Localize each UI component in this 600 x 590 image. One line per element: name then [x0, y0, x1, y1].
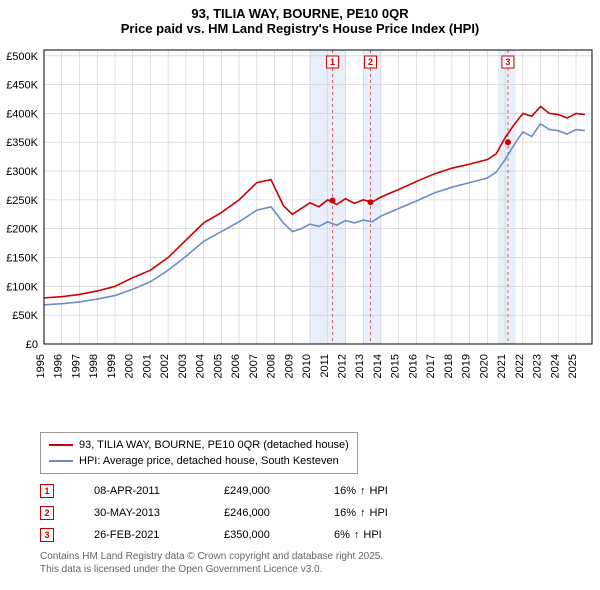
attribution-line1: Contains HM Land Registry data © Crown c… — [40, 550, 590, 563]
svg-text:1999: 1999 — [106, 354, 118, 378]
svg-text:2010: 2010 — [301, 354, 313, 378]
svg-text:2009: 2009 — [283, 354, 295, 378]
sale-price: £350,000 — [224, 529, 294, 541]
svg-text:2023: 2023 — [532, 354, 544, 378]
sale-delta-label: HPI — [370, 485, 388, 497]
sale-date: 30-MAY-2013 — [94, 507, 184, 519]
svg-text:2000: 2000 — [124, 354, 136, 378]
svg-text:£200K: £200K — [6, 224, 38, 236]
svg-text:2012: 2012 — [336, 354, 348, 378]
svg-text:2016: 2016 — [407, 354, 419, 378]
svg-text:2017: 2017 — [425, 354, 437, 378]
legend-swatch — [49, 460, 73, 462]
sale-row: 2 30-MAY-2013 £246,000 16% ↑ HPI — [40, 502, 388, 524]
svg-text:£400K: £400K — [6, 108, 38, 120]
svg-text:2024: 2024 — [549, 354, 561, 378]
arrow-up-icon: ↑ — [360, 507, 366, 519]
svg-text:2018: 2018 — [443, 354, 455, 378]
sale-delta: 16% ↑ HPI — [334, 485, 388, 497]
sale-price: £249,000 — [224, 485, 294, 497]
svg-text:1998: 1998 — [88, 354, 100, 378]
svg-text:2013: 2013 — [354, 354, 366, 378]
sale-delta-label: HPI — [370, 507, 388, 519]
svg-text:1995: 1995 — [35, 354, 47, 378]
svg-text:2004: 2004 — [195, 354, 207, 378]
sale-delta-pct: 16% — [334, 485, 356, 497]
legend-label: HPI: Average price, detached house, Sout… — [79, 455, 339, 467]
svg-text:2006: 2006 — [230, 354, 242, 378]
sale-delta: 16% ↑ HPI — [334, 507, 388, 519]
sale-marker-box: 3 — [40, 528, 54, 542]
svg-text:£150K: £150K — [6, 253, 38, 265]
svg-text:2011: 2011 — [319, 354, 331, 378]
svg-text:2003: 2003 — [177, 354, 189, 378]
legend: 93, TILIA WAY, BOURNE, PE10 0QR (detache… — [40, 432, 358, 474]
arrow-up-icon: ↑ — [354, 529, 360, 541]
sale-row: 3 26-FEB-2021 £350,000 6% ↑HPI — [40, 524, 388, 546]
attribution-text: Contains HM Land Registry data © Crown c… — [40, 550, 590, 576]
svg-text:£450K: £450K — [6, 80, 38, 92]
svg-text:1: 1 — [330, 57, 335, 67]
legend-item: HPI: Average price, detached house, Sout… — [49, 453, 349, 469]
legend-label: 93, TILIA WAY, BOURNE, PE10 0QR (detache… — [79, 439, 349, 451]
svg-text:2002: 2002 — [159, 354, 171, 378]
svg-text:£100K: £100K — [6, 281, 38, 293]
sale-delta-pct: 6% — [334, 529, 350, 541]
sale-delta: 6% ↑HPI — [334, 529, 382, 541]
svg-text:2022: 2022 — [514, 354, 526, 378]
svg-text:2021: 2021 — [496, 354, 508, 378]
legend-item: 93, TILIA WAY, BOURNE, PE10 0QR (detache… — [49, 437, 349, 453]
chart-title-line2: Price paid vs. HM Land Registry's House … — [0, 21, 600, 36]
svg-text:£250K: £250K — [6, 195, 38, 207]
sale-marker-box: 1 — [40, 484, 54, 498]
svg-text:1997: 1997 — [70, 354, 82, 378]
sale-price: £246,000 — [224, 507, 294, 519]
svg-text:2005: 2005 — [212, 354, 224, 378]
svg-text:2008: 2008 — [266, 354, 278, 378]
svg-text:2015: 2015 — [390, 354, 402, 378]
svg-text:2007: 2007 — [248, 354, 260, 378]
attribution-line2: This data is licensed under the Open Gov… — [40, 563, 590, 576]
chart-area: £0 £50K £100K £150K £200K £250K £300K £350K £400… — [0, 44, 600, 424]
sale-delta-pct: 16% — [334, 507, 356, 519]
svg-text:£0: £0 — [26, 339, 38, 351]
arrow-up-icon: ↑ — [360, 485, 366, 497]
svg-text:£50K: £50K — [12, 310, 38, 322]
sale-delta-label: HPI — [363, 529, 381, 541]
svg-text:3: 3 — [505, 57, 510, 67]
svg-text:£300K: £300K — [6, 166, 38, 178]
page-container: 93, TILIA WAY, BOURNE, PE10 0QR Price pa… — [0, 0, 600, 590]
svg-text:2014: 2014 — [372, 354, 384, 378]
svg-text:2: 2 — [368, 57, 373, 67]
chart-title-line1: 93, TILIA WAY, BOURNE, PE10 0QR — [0, 6, 600, 21]
svg-text:2025: 2025 — [567, 354, 579, 378]
svg-text:2019: 2019 — [461, 354, 473, 378]
svg-text:1996: 1996 — [53, 354, 65, 378]
chart-title-block: 93, TILIA WAY, BOURNE, PE10 0QR Price pa… — [0, 0, 600, 38]
sale-date: 08-APR-2011 — [94, 485, 184, 497]
sale-row: 1 08-APR-2011 £249,000 16% ↑ HPI — [40, 480, 388, 502]
sale-date: 26-FEB-2021 — [94, 529, 184, 541]
svg-text:2001: 2001 — [141, 354, 153, 378]
legend-swatch — [49, 444, 73, 446]
sales-table: 108-APR-2011£249,00016%↑HPI230-MAY-2013£… — [40, 480, 388, 546]
svg-text:2020: 2020 — [478, 354, 490, 378]
line-chart-svg: £0 £50K £100K £150K £200K £250K £300K £350K £400… — [0, 44, 600, 414]
sale-marker-box: 2 — [40, 506, 54, 520]
svg-text:£350K: £350K — [6, 137, 38, 149]
svg-text:£500K: £500K — [6, 51, 38, 63]
